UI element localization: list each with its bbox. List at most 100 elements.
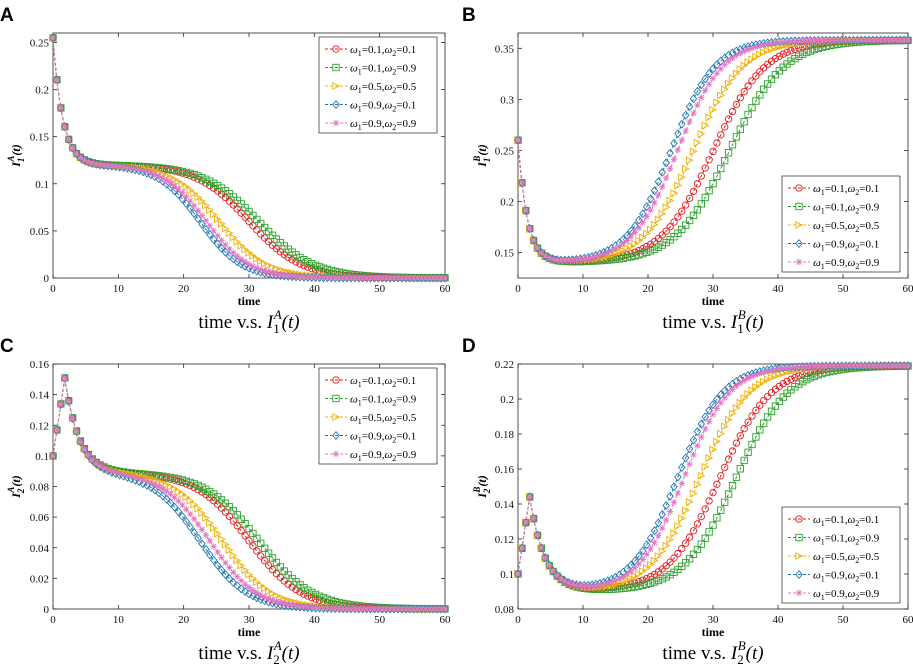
data-point (264, 238, 273, 246)
data-point (713, 98, 722, 107)
data-point (514, 136, 522, 144)
data-point (155, 488, 163, 498)
data-point (646, 560, 655, 569)
data-point (241, 261, 249, 271)
data-point (351, 605, 359, 612)
data-point (277, 271, 284, 278)
data-point (264, 587, 273, 596)
data-point (619, 584, 627, 593)
data-point (549, 566, 557, 576)
data-point (689, 187, 698, 195)
data-point (167, 179, 174, 187)
legend-marker (795, 515, 803, 523)
data-point (713, 480, 721, 488)
data-point (268, 565, 277, 574)
data-point (190, 527, 198, 537)
data-point (815, 363, 822, 370)
data-point (155, 174, 163, 184)
data-point (533, 243, 542, 253)
data-point (705, 454, 714, 462)
data-point (182, 183, 191, 191)
data-point (724, 415, 733, 424)
data-point (541, 553, 550, 563)
data-point (721, 85, 729, 94)
data-point (608, 247, 615, 255)
data-point (163, 177, 170, 184)
data-point (799, 378, 807, 386)
data-point (877, 362, 884, 369)
data-point (834, 37, 841, 44)
data-point (752, 72, 760, 80)
data-point (437, 274, 445, 282)
data-point (752, 43, 760, 51)
data-point (414, 605, 421, 613)
data-point (202, 179, 210, 187)
data-point (615, 248, 624, 257)
data-point (670, 482, 678, 492)
data-point (166, 473, 175, 482)
data-point (264, 261, 273, 270)
data-point (900, 36, 908, 44)
data-point (705, 156, 713, 164)
legend-entry: ω1=0.1,ω2=0.9 (325, 394, 417, 408)
data-point (151, 172, 159, 182)
data-point (261, 259, 269, 268)
data-point (171, 182, 178, 190)
data-point (347, 274, 355, 282)
data-point (124, 164, 131, 171)
data-point (280, 251, 288, 259)
data-point (685, 194, 694, 203)
data-point (756, 370, 763, 377)
data-point (241, 213, 249, 221)
series-line (52, 37, 445, 279)
data-point (760, 377, 768, 386)
data-point (666, 535, 675, 544)
data-point (174, 190, 183, 200)
data-point (261, 544, 269, 552)
data-point (202, 513, 211, 522)
data-point (674, 472, 682, 482)
legend-marker (332, 100, 340, 109)
data-point (281, 271, 288, 279)
data-point (426, 605, 433, 613)
data-point (674, 181, 683, 190)
data-point (787, 364, 795, 371)
data-point (285, 272, 292, 279)
data-point (233, 556, 242, 565)
data-point (760, 396, 768, 405)
data-point (174, 487, 183, 496)
data-point (155, 172, 163, 180)
data-point (229, 507, 237, 515)
data-point (534, 244, 541, 252)
x-tick-label: 50 (838, 283, 850, 295)
data-point (230, 249, 237, 256)
data-point (194, 172, 202, 180)
data-point (736, 94, 744, 102)
y-tick-label: 0.16 (30, 359, 50, 371)
data-point (771, 71, 780, 79)
data-point (654, 576, 663, 585)
data-point (194, 504, 203, 513)
data-point (581, 255, 588, 263)
legend-marker (795, 258, 803, 266)
data-point (643, 574, 651, 583)
data-point (104, 466, 112, 474)
data-point (776, 365, 783, 373)
data-point (900, 362, 908, 369)
x-tick-label: 50 (374, 283, 386, 295)
legend-label: ω1=0.9,ω2=0.9 (813, 588, 880, 602)
data-point (799, 370, 807, 379)
data-point (226, 564, 233, 571)
data-point (654, 243, 663, 251)
data-point (685, 216, 694, 225)
data-point (426, 274, 433, 282)
data-point (725, 58, 732, 65)
data-point (245, 537, 253, 545)
x-tick-label: 40 (309, 614, 321, 626)
data-point (689, 527, 698, 535)
y-tick-label: 0.1 (35, 451, 49, 463)
data-point (717, 472, 725, 480)
data-point (740, 425, 748, 433)
data-point (643, 213, 650, 220)
legend-label: ω1=0.5,ω2=0.5 (813, 551, 880, 565)
